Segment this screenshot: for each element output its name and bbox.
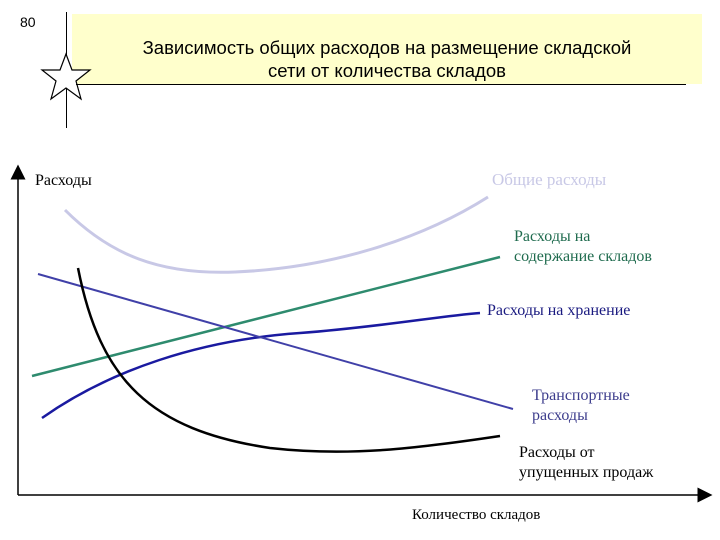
curve-storage-costs [41,311,481,420]
slide-number: 80 [20,14,36,30]
y-axis-label: Расходы [35,172,92,189]
title-box [72,14,702,84]
slide-title-line-2: сети от количества складов [268,60,506,81]
label-transport-costs: Транспортные расходы [532,386,630,426]
label-lost-sales-line-2: упущенных продаж [519,464,654,481]
curve-transport-costs [37,273,514,410]
label-maintenance-line-1: Расходы на [514,228,591,245]
x-axis-label: Количество складов [412,507,541,523]
label-lost-sales-costs: Расходы от упущенных продаж [519,443,653,483]
label-transport-line-2: расходы [532,407,588,424]
label-storage-costs: Расходы на хранение [487,302,631,319]
curve-lost-sales-costs [76,267,501,453]
title-underline [76,84,686,85]
label-maintenance-line-2: содержание складов [514,248,652,265]
label-transport-line-1: Транспортные [532,387,630,404]
slide-title: Зависимость общих расходов на размещение… [72,36,702,82]
curve-total-costs [63,195,489,274]
curve-maintenance-costs [31,255,501,378]
label-lost-sales-line-1: Расходы от [519,444,595,461]
label-total-costs: Общие расходы [492,170,607,189]
slide-title-line-1: Зависимость общих расходов на размещение… [142,37,632,58]
label-maintenance-costs: Расходы на содержание складов [514,227,652,267]
star-icon [40,52,92,101]
